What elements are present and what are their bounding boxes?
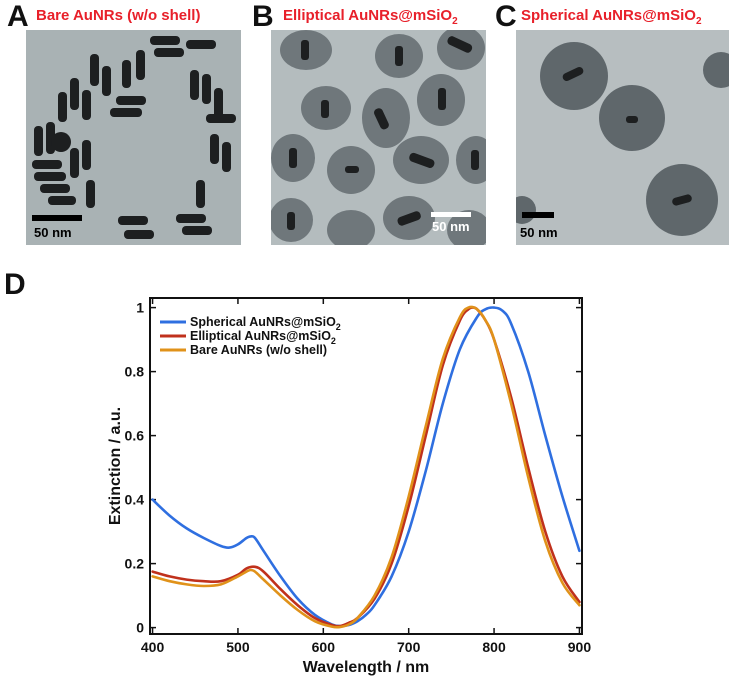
panel-letter-a: A	[7, 0, 29, 33]
y-tick-label: 0.6	[125, 428, 145, 444]
panel-title-c: Spherical AuNRs@mSiO2	[521, 8, 702, 27]
y-axis-label: Extinction / a.u.	[107, 407, 124, 525]
legend-label-1: Elliptical AuNRs@mSiO2	[190, 329, 336, 346]
tem-image-bare-aunrs: 50 nm	[26, 30, 241, 245]
panel-letter-c: C	[495, 0, 517, 33]
tem-micrograph-c: 50 nm	[516, 30, 729, 245]
series-line-0	[151, 306, 581, 628]
panel-title-b-subscript: 2	[452, 16, 458, 27]
x-tick-label: 700	[397, 639, 421, 655]
panel-title-c-text: Spherical AuNRs@mSiO	[521, 7, 696, 24]
scale-bar-label-b: 50 nm	[432, 219, 470, 234]
panel-title-b: Elliptical AuNRs@mSiO2	[283, 8, 458, 27]
tem-image-spherical-aunrs: 50 nm	[516, 30, 729, 245]
x-tick-label: 400	[141, 639, 165, 655]
legend-label-2: Bare AuNRs (w/o shell)	[190, 343, 327, 357]
panel-title-a: Bare AuNRs (w/o shell)	[36, 8, 200, 27]
panel-letter-b: B	[252, 0, 274, 33]
y-tick-label: 0.8	[125, 364, 145, 380]
y-tick-label: 1	[136, 300, 144, 316]
panel-title-a-text: Bare AuNRs (w/o shell)	[36, 7, 201, 24]
x-tick-label: 500	[226, 639, 250, 655]
plot-area-frame	[149, 297, 583, 635]
legend-label-text-0: Spherical AuNRs@mSiO	[190, 315, 336, 329]
x-tick-label: 800	[482, 639, 506, 655]
legend-label-text-1: Elliptical AuNRs@mSiO	[190, 329, 331, 343]
y-tick-label: 0.2	[125, 556, 145, 572]
x-tick-label: 600	[312, 639, 336, 655]
y-tick-label: 0.4	[125, 492, 145, 508]
panel-title-b-text: Elliptical AuNRs@mSiO	[283, 7, 453, 24]
tem-image-elliptical-aunrs: 50 nm	[271, 30, 486, 245]
legend-label-subscript-0: 2	[336, 322, 341, 332]
legend-label-subscript-1: 2	[331, 336, 336, 346]
scale-bar-label-c: 50 nm	[520, 225, 558, 240]
x-tick-label: 900	[568, 639, 592, 655]
x-axis-label: Wavelength / nm	[303, 659, 430, 676]
tem-micrograph-a: 50 nm	[26, 30, 241, 245]
y-tick-label: 0	[136, 620, 144, 636]
legend-label-text-2: Bare AuNRs (w/o shell)	[190, 343, 327, 357]
series-line-2	[151, 305, 581, 629]
scale-bar-label-a: 50 nm	[34, 225, 72, 240]
panel-letter-d: D	[4, 268, 26, 301]
panel-title-c-subscript: 2	[695, 16, 702, 27]
tem-micrograph-b: 50 nm	[271, 30, 486, 245]
legend-label-0: Spherical AuNRs@mSiO2	[190, 315, 341, 332]
